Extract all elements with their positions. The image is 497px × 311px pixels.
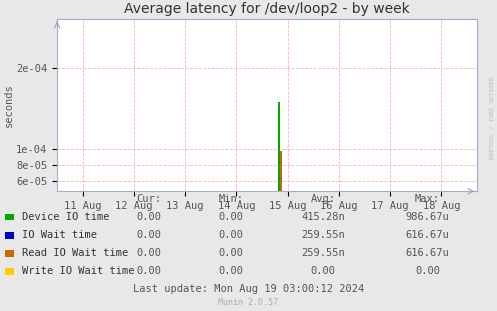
- Text: Avg:: Avg:: [311, 194, 335, 204]
- Text: 259.55n: 259.55n: [301, 230, 345, 240]
- Text: 0.00: 0.00: [219, 248, 244, 258]
- Text: 0.00: 0.00: [219, 212, 244, 222]
- Text: 0.00: 0.00: [219, 230, 244, 240]
- Text: 0.00: 0.00: [137, 248, 162, 258]
- Text: Min:: Min:: [219, 194, 244, 204]
- Title: Average latency for /dev/loop2 - by week: Average latency for /dev/loop2 - by week: [124, 2, 410, 16]
- Text: IO Wait time: IO Wait time: [22, 230, 97, 240]
- Text: 0.00: 0.00: [219, 266, 244, 276]
- Text: Last update: Mon Aug 19 03:00:12 2024: Last update: Mon Aug 19 03:00:12 2024: [133, 284, 364, 294]
- Text: Max:: Max:: [415, 194, 440, 204]
- Text: Write IO Wait time: Write IO Wait time: [22, 266, 135, 276]
- Text: Read IO Wait time: Read IO Wait time: [22, 248, 129, 258]
- Text: Cur:: Cur:: [137, 194, 162, 204]
- Text: 259.55n: 259.55n: [301, 248, 345, 258]
- Text: 415.28n: 415.28n: [301, 212, 345, 222]
- Text: 616.67u: 616.67u: [406, 230, 449, 240]
- Text: 0.00: 0.00: [137, 212, 162, 222]
- Text: Device IO time: Device IO time: [22, 212, 110, 222]
- Text: 0.00: 0.00: [415, 266, 440, 276]
- Text: RRDTOOL / TOBI OETIKER: RRDTOOL / TOBI OETIKER: [490, 77, 495, 160]
- Text: 616.67u: 616.67u: [406, 248, 449, 258]
- Text: 0.00: 0.00: [311, 266, 335, 276]
- Text: Munin 2.0.57: Munin 2.0.57: [219, 298, 278, 307]
- Text: 0.00: 0.00: [137, 230, 162, 240]
- Y-axis label: seconds: seconds: [3, 83, 13, 127]
- Text: 0.00: 0.00: [137, 266, 162, 276]
- Text: 986.67u: 986.67u: [406, 212, 449, 222]
